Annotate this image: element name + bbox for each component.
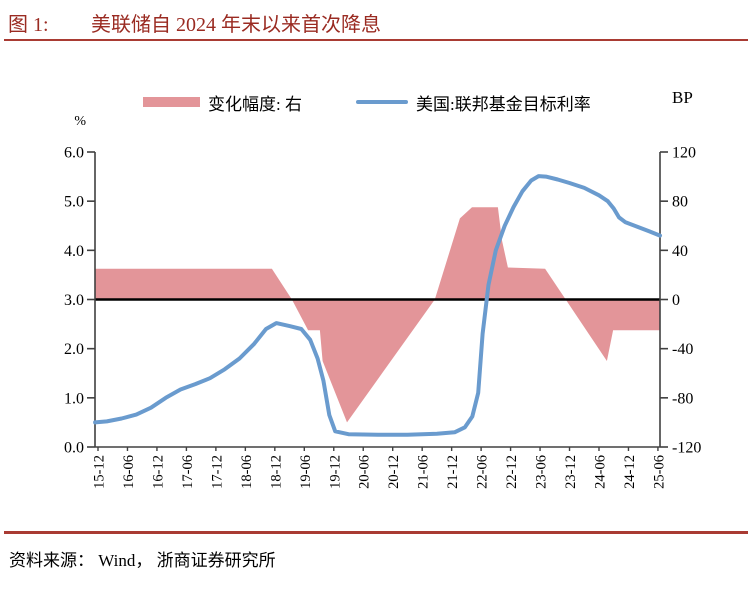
x-axis-tick-label: 24-12 bbox=[622, 455, 638, 489]
legend-label: 美国:联邦基金目标利率 bbox=[416, 94, 591, 114]
x-axis-tick-label: 17-06 bbox=[180, 455, 196, 489]
right-axis-tick-label: 120 bbox=[672, 145, 696, 162]
left-axis-tick-label: 1.0 bbox=[64, 390, 84, 407]
x-axis-tick-label: 23-12 bbox=[563, 455, 579, 489]
right-axis-unit: BP bbox=[672, 88, 693, 107]
left-axis-unit: % bbox=[74, 114, 86, 129]
source-note: 资料来源： Wind， 浙商证券研究所 bbox=[9, 551, 276, 570]
figure-number: 图 1: bbox=[8, 14, 49, 36]
x-axis-tick-label: 23-06 bbox=[534, 455, 550, 489]
right-axis-tick-label: -80 bbox=[672, 390, 693, 407]
left-axis-tick-label: 0.0 bbox=[64, 440, 84, 457]
right-axis-tick-label: -120 bbox=[672, 440, 701, 457]
fed-funds-rate-line bbox=[93, 174, 662, 437]
left-axis-tick-label: 4.0 bbox=[64, 243, 84, 260]
x-axis-tick-label: 18-12 bbox=[268, 455, 284, 489]
x-axis-tick-label: 19-06 bbox=[298, 455, 314, 489]
x-axis-tick-label: 20-12 bbox=[386, 455, 402, 489]
caption-divider-rule bbox=[4, 39, 748, 41]
x-axis-tick-label: 15-12 bbox=[92, 455, 108, 489]
left-axis-tick-label: 6.0 bbox=[64, 145, 84, 162]
x-axis-tick-label: 22-06 bbox=[475, 455, 491, 489]
line-legend-swatch bbox=[356, 100, 408, 104]
x-axis-tick-label: 21-06 bbox=[416, 455, 432, 489]
legend-label: 变化幅度: 右 bbox=[208, 94, 302, 114]
x-axis-tick-label: 16-06 bbox=[121, 455, 137, 489]
area-legend-swatch bbox=[143, 97, 200, 107]
left-axis-tick-label: 2.0 bbox=[64, 341, 84, 358]
x-axis-tick-label: 19-12 bbox=[327, 455, 343, 489]
left-axis-tick-label: 5.0 bbox=[64, 194, 84, 211]
x-axis-tick-label: 16-12 bbox=[150, 455, 166, 489]
figure-title: 美联储自 2024 年末以来首次降息 bbox=[91, 14, 381, 36]
right-axis-tick-label: 0 bbox=[672, 292, 680, 309]
figure-caption: 图 1: 美联储自 2024 年末以来首次降息 bbox=[8, 8, 748, 37]
left-axis-tick-label: 3.0 bbox=[64, 292, 84, 309]
right-axis-tick-label: 40 bbox=[672, 243, 688, 260]
footer-divider-rule bbox=[4, 531, 748, 534]
x-axis-tick-label: 17-12 bbox=[209, 455, 225, 489]
right-axis-tick-label: 80 bbox=[672, 194, 688, 211]
change-magnitude-area bbox=[95, 207, 661, 423]
x-axis-tick-label: 25-06 bbox=[651, 455, 667, 489]
x-axis-tick-label: 21-12 bbox=[445, 455, 461, 489]
x-axis-tick-label: 18-06 bbox=[239, 455, 255, 489]
x-axis-tick-label: 24-06 bbox=[592, 455, 608, 489]
x-axis-tick-label: 22-12 bbox=[504, 455, 520, 489]
x-axis-tick-label: 20-06 bbox=[357, 455, 373, 489]
legend-item-change: 变化幅度: 右 bbox=[143, 90, 302, 114]
legend-item-rate: 美国:联邦基金目标利率 bbox=[356, 90, 591, 114]
right-axis-tick-label: -40 bbox=[672, 341, 693, 358]
